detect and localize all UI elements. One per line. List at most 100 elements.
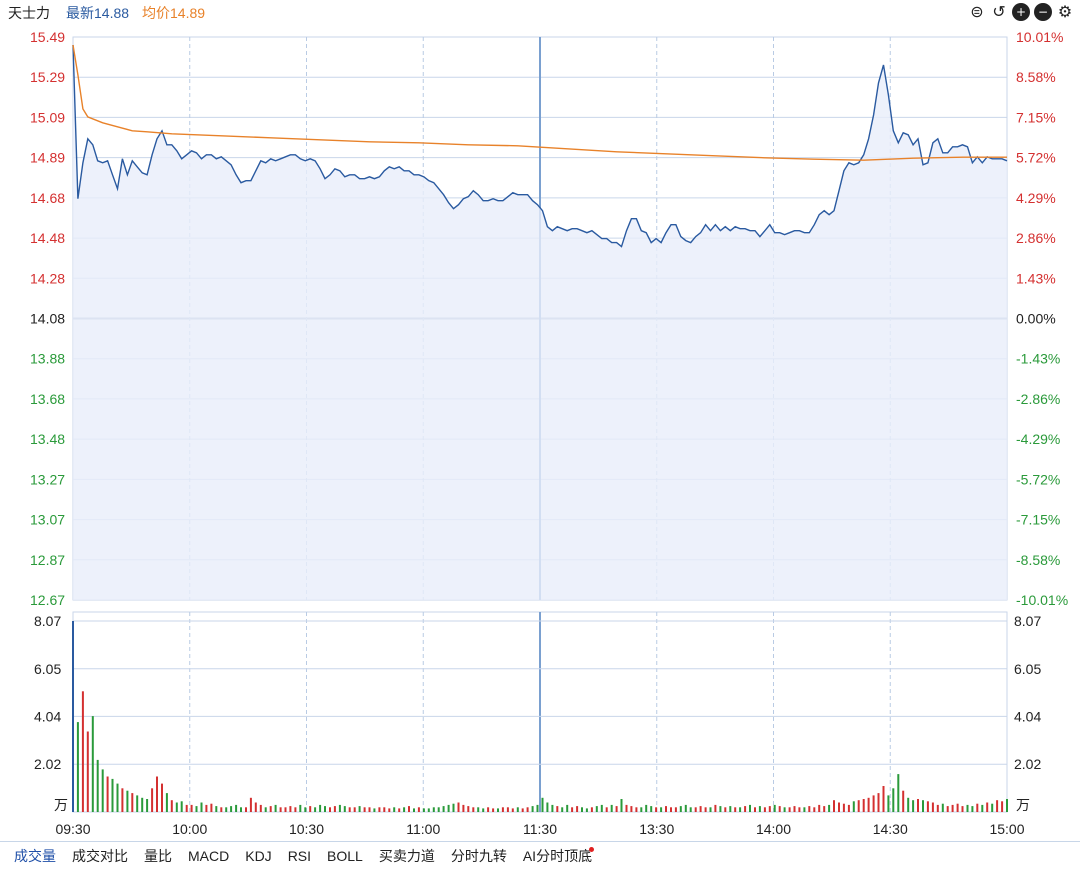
volume-bar (294, 807, 297, 812)
volume-bar (783, 807, 786, 812)
volume-bar (348, 807, 351, 812)
volume-bar (477, 807, 480, 812)
settings-icon[interactable]: ⚙ (1057, 2, 1073, 21)
undo-icon[interactable]: ↺ (992, 2, 1006, 21)
x-tick-label: 14:00 (756, 821, 791, 837)
volume-bar (230, 806, 233, 812)
tab-3[interactable]: MACD (180, 843, 237, 869)
volume-bar (413, 808, 415, 812)
volume-y-tick-right: 6.05 (1014, 661, 1041, 677)
volume-bar (778, 806, 781, 812)
volume-bar (457, 802, 460, 812)
volume-bar (600, 804, 603, 812)
volume-bar (941, 803, 944, 812)
volume-bar (689, 807, 692, 812)
average-price: 均价14.89 (142, 5, 206, 21)
tab-4[interactable]: KDJ (237, 843, 279, 869)
tab-0[interactable]: 成交量 (6, 843, 64, 869)
volume-bar (442, 806, 445, 812)
tab-1[interactable]: 成交对比 (64, 843, 136, 869)
tab-6[interactable]: BOLL (319, 843, 371, 869)
y-tick-left: 13.27 (30, 471, 65, 487)
volume-bar (749, 804, 751, 812)
tab-label: 买卖力道 (378, 848, 435, 864)
header-bar: 天士力 最新14.88 均价14.89 ⊜ ↺ + − ⚙ (0, 0, 1080, 26)
volume-bar (818, 804, 821, 812)
volume-bar (605, 807, 608, 812)
volume-bar (729, 806, 732, 812)
y-tick-right: 10.01% (1016, 29, 1063, 45)
tab-label: BOLL (327, 848, 363, 864)
volume-bar (852, 801, 855, 812)
volume-bar (951, 804, 954, 812)
volume-bar (338, 804, 341, 812)
volume-bar (521, 808, 524, 812)
volume-bar (907, 797, 910, 812)
volume-bar (526, 807, 529, 812)
volume-bar (847, 804, 850, 812)
volume-bar (200, 802, 203, 812)
header-toolbar: ⊜ ↺ + − ⚙ (968, 3, 1074, 21)
volume-bar (610, 804, 613, 812)
volume-bar (877, 793, 880, 812)
volume-bar (808, 806, 811, 812)
volume-bar (828, 804, 831, 812)
volume-bar (165, 793, 168, 812)
volume-bar (220, 807, 223, 812)
volume-bar (398, 808, 401, 812)
volume-bar (902, 790, 905, 812)
volume-bar (679, 806, 682, 812)
volume-bar (645, 804, 648, 812)
exchange-icon[interactable]: ⊜ (970, 2, 984, 21)
tab-9[interactable]: AI分时顶底 (515, 843, 600, 869)
tab-7[interactable]: 买卖力道 (371, 843, 443, 869)
tab-5[interactable]: RSI (280, 843, 319, 869)
volume-bar (734, 807, 737, 812)
volume-bar (966, 804, 969, 812)
volume-bar (422, 808, 425, 812)
volume-bar (931, 802, 934, 812)
volume-bar (487, 807, 490, 812)
volume-bar (793, 806, 796, 812)
volume-bar (724, 807, 727, 812)
stock-name: 天士力 (8, 5, 50, 21)
volume-bar (758, 806, 761, 812)
x-tick-label: 11:00 (406, 821, 440, 837)
tab-2[interactable]: 量比 (136, 843, 180, 869)
volume-y-tick-left: 2.02 (34, 756, 61, 772)
volume-bar (304, 807, 307, 812)
y-tick-left: 14.08 (30, 311, 65, 327)
x-tick-label: 10:30 (289, 821, 324, 837)
volume-bar (640, 807, 643, 812)
volume-bar (358, 806, 361, 812)
y-tick-left: 14.89 (30, 150, 65, 166)
zoom-out-icon[interactable]: − (1034, 3, 1052, 21)
tab-label: AI分时顶底 (522, 848, 593, 864)
volume-bar (195, 806, 198, 812)
volume-bar (353, 807, 356, 812)
volume-bar (151, 788, 154, 812)
volume-bar (329, 807, 331, 812)
volume-bar (635, 807, 638, 812)
y-tick-left: 15.09 (30, 109, 65, 125)
volume-bar (719, 806, 722, 812)
tab-8[interactable]: 分时九转 (443, 843, 515, 869)
y-tick-left: 14.48 (30, 230, 65, 246)
new-badge-dot (589, 847, 595, 852)
volume-bar (595, 806, 598, 812)
volume-bar (284, 807, 287, 812)
volume-bar (452, 803, 455, 812)
volume-y-tick-right: 2.02 (1014, 756, 1041, 772)
y-tick-left: 13.07 (30, 512, 65, 528)
volume-bar (314, 807, 317, 812)
volume-bar (516, 807, 519, 812)
volume-bar (146, 799, 149, 812)
volume-bar (101, 769, 104, 812)
volume-bar (289, 806, 292, 812)
volume-bar (630, 806, 633, 812)
volume-bar (116, 783, 119, 812)
volume-bar (709, 807, 712, 812)
volume-bar (670, 807, 672, 812)
zoom-in-icon[interactable]: + (1012, 3, 1030, 21)
